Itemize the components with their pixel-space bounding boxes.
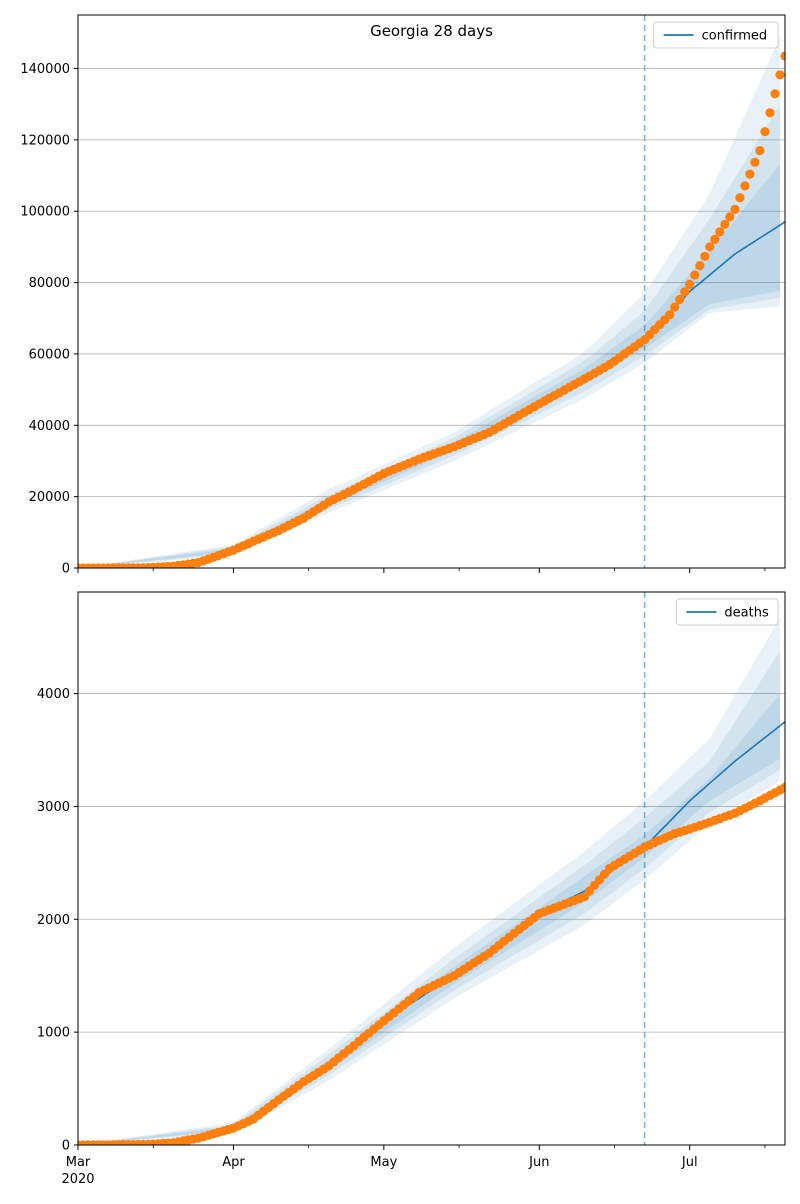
x-year-label: 2020 [61,1172,94,1187]
deaths-panel: 0 1000 2000 3000 4000 Mar Apr May Jun Jul 2020 deat… [37,591,786,1187]
x-tick-label: May [370,1155,397,1170]
data-point [700,251,710,261]
y-tick-label: 3000 [37,800,70,815]
y-tick-label: 20000 [29,490,70,505]
data-point [720,219,730,229]
data-point [760,127,770,137]
y-tick-label: 60000 [29,347,70,362]
legend-label: confirmed [702,29,768,44]
y-tick-label: 0 [62,562,70,577]
confirmed-panel: 0 20000 40000 60000 80000 100000 120000 140000 G… [20,14,786,577]
data-point [670,302,680,312]
uncertainty-band-outer [78,617,780,1145]
data-point [755,146,765,156]
data-point [780,51,785,61]
data-point [775,70,785,80]
data-point [770,89,780,99]
y-tick-label: 1000 [37,1026,70,1041]
legend-box [675,598,779,626]
y-tick-label: 80000 [29,276,70,291]
uncertainty-band-outer [78,36,780,568]
data-point [740,181,750,191]
plot-area [78,15,785,568]
data-point [780,782,785,792]
data-point [685,279,695,289]
data-point [690,270,700,280]
data-point [750,157,760,167]
y-tick-label: 2000 [37,913,70,928]
legend-box [653,21,779,49]
data-point [745,169,755,179]
data-point [695,261,705,271]
x-tick-label: Mar [66,1155,91,1170]
data-point [735,193,745,203]
uncertainty-band-middle [78,105,780,568]
data-point [715,227,725,237]
y-tick-label: 100000 [20,205,70,220]
x-tick-label: Jun [528,1155,549,1170]
data-point [725,212,735,222]
data-point [680,287,690,297]
legend: confirmed [653,21,779,49]
data-point [710,234,720,244]
y-tick-label: 40000 [29,419,70,434]
y-tick-label: 0 [62,1139,70,1154]
y-tick-label: 120000 [20,133,70,148]
data-point [765,108,775,118]
legend-label: deaths [724,606,769,621]
x-tick-label: Jul [681,1155,698,1170]
chart-title: Georgia 28 days [370,22,493,40]
data-point [665,310,675,320]
data-point [705,242,715,252]
data-point [675,294,685,305]
plot-area [78,592,785,1145]
data-point [730,204,740,214]
axes-frame [77,14,786,569]
y-tick-label: 4000 [37,687,70,702]
legend: deaths [675,598,779,626]
y-tick-label: 140000 [20,62,70,77]
x-tick-label: Apr [222,1155,245,1170]
axes-frame [77,591,786,1146]
